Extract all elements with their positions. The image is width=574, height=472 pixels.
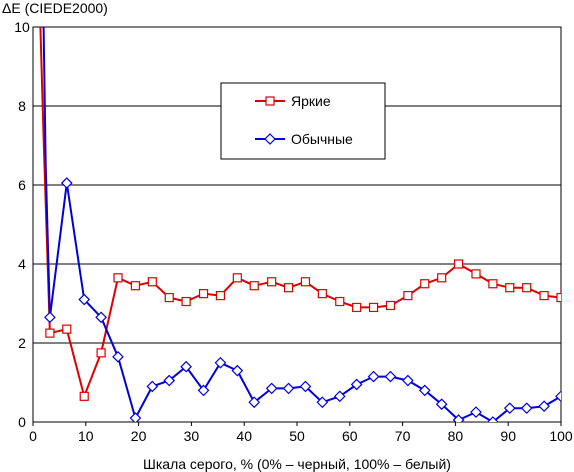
x-axis-label: Шкала серого, % (0% – черный, 100% – бел… bbox=[143, 456, 451, 472]
data-point bbox=[283, 283, 294, 293]
x-tick-label: 100 bbox=[549, 428, 573, 444]
data-point bbox=[522, 283, 532, 293]
data-point bbox=[367, 370, 380, 383]
data-point bbox=[299, 380, 312, 393]
x-tick-label: 80 bbox=[448, 428, 464, 444]
data-point bbox=[520, 402, 533, 415]
data-point bbox=[79, 391, 89, 401]
x-tick-label: 50 bbox=[289, 428, 305, 444]
data-point bbox=[180, 360, 192, 373]
data-point bbox=[470, 406, 482, 418]
data-point bbox=[556, 292, 561, 303]
x-tick-label: 60 bbox=[342, 428, 358, 444]
data-point bbox=[231, 364, 244, 377]
series-1 bbox=[42, 27, 561, 422]
data-point bbox=[197, 384, 210, 397]
data-point bbox=[538, 400, 550, 413]
data-point bbox=[505, 283, 515, 293]
data-point bbox=[249, 281, 259, 291]
data-point bbox=[215, 291, 226, 301]
legend: Яркие Обычные bbox=[220, 82, 386, 160]
data-point bbox=[471, 269, 481, 279]
data-point bbox=[78, 293, 91, 306]
series-lead-in bbox=[42, 27, 51, 318]
data-point bbox=[300, 277, 311, 287]
x-tick-label: 40 bbox=[236, 428, 252, 444]
data-point bbox=[181, 296, 191, 307]
data-point bbox=[60, 177, 73, 189]
data-point bbox=[335, 296, 345, 307]
y-tick-label: 8 bbox=[18, 98, 26, 114]
legend-marker bbox=[264, 133, 276, 145]
data-point bbox=[44, 311, 56, 324]
data-point bbox=[333, 390, 346, 403]
data-point bbox=[96, 348, 106, 358]
data-point bbox=[62, 324, 72, 334]
data-point bbox=[317, 289, 327, 299]
data-point bbox=[384, 370, 397, 383]
data-point bbox=[503, 402, 516, 415]
data-point bbox=[164, 292, 174, 303]
data-point bbox=[352, 302, 362, 313]
data-point bbox=[267, 277, 277, 287]
x-tick-label: 70 bbox=[395, 428, 411, 444]
x-tick-label: 0 bbox=[29, 428, 37, 444]
data-point bbox=[452, 414, 465, 422]
y-tick-label: 10 bbox=[14, 19, 30, 35]
data-point bbox=[232, 273, 242, 283]
data-point bbox=[316, 396, 329, 409]
y-axis-label: ΔE (CIEDE2000) bbox=[2, 0, 108, 16]
x-tick-label: 10 bbox=[78, 428, 94, 444]
x-tick-label: 30 bbox=[184, 428, 200, 444]
data-point bbox=[555, 390, 561, 403]
data-point bbox=[350, 378, 363, 391]
legend-box bbox=[220, 82, 386, 160]
data-point bbox=[198, 289, 209, 299]
data-point bbox=[420, 279, 430, 289]
y-tick-label: 2 bbox=[18, 335, 26, 351]
data-point bbox=[129, 412, 142, 422]
data-point bbox=[265, 382, 278, 395]
data-point bbox=[95, 311, 107, 324]
data-point bbox=[214, 356, 227, 369]
series-0 bbox=[39, 27, 561, 401]
data-point bbox=[248, 396, 261, 409]
data-point bbox=[113, 273, 123, 283]
data-point bbox=[488, 279, 498, 289]
y-tick-label: 4 bbox=[18, 256, 26, 272]
data-point bbox=[163, 374, 176, 387]
data-point bbox=[130, 281, 141, 291]
legend-label: Яркие bbox=[291, 93, 331, 109]
data-point bbox=[282, 382, 295, 395]
data-point bbox=[453, 259, 464, 269]
y-tick-label: 6 bbox=[18, 177, 26, 193]
data-point bbox=[539, 291, 549, 301]
data-point bbox=[402, 374, 414, 387]
data-point bbox=[418, 384, 431, 397]
data-point bbox=[146, 380, 159, 393]
data-point bbox=[368, 302, 379, 313]
series-layer bbox=[39, 27, 561, 422]
data-point bbox=[487, 416, 499, 422]
legend-marker bbox=[265, 96, 275, 106]
data-point bbox=[435, 398, 448, 411]
data-point bbox=[403, 291, 413, 301]
data-point bbox=[112, 350, 124, 363]
x-tick-label: 90 bbox=[500, 428, 516, 444]
y-tick-label: 0 bbox=[18, 414, 26, 430]
data-point bbox=[147, 277, 157, 287]
data-point bbox=[437, 273, 447, 283]
data-point bbox=[45, 328, 55, 338]
data-point bbox=[385, 300, 396, 311]
legend-entries: Яркие Обычные bbox=[255, 93, 353, 147]
legend-label: Обычные bbox=[291, 131, 353, 147]
x-tick-label: 20 bbox=[131, 428, 147, 444]
